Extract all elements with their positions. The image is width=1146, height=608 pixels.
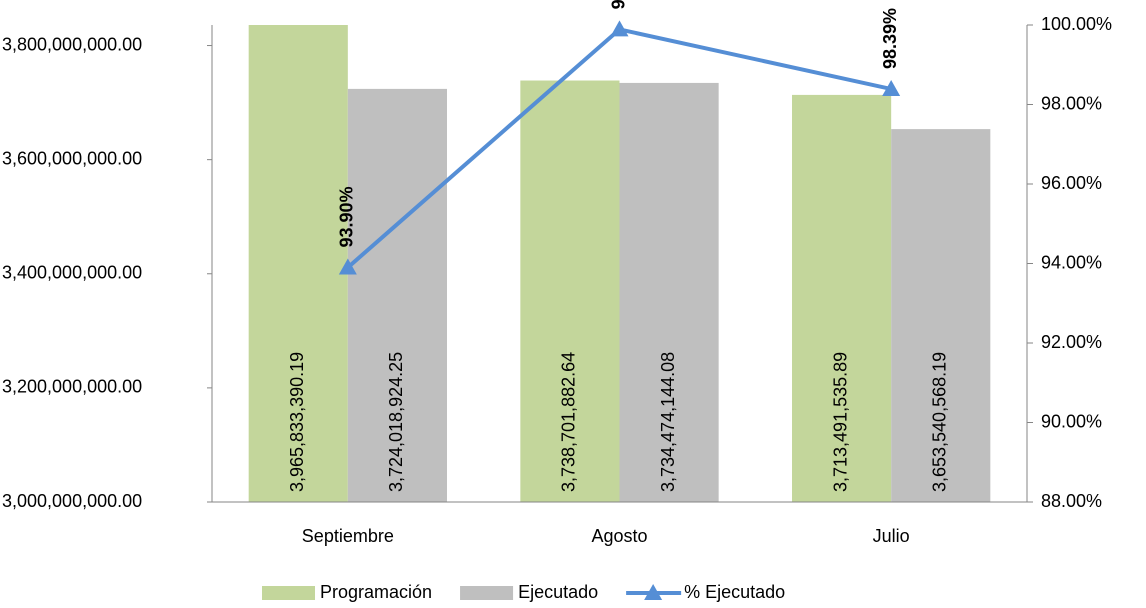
bar-value-label: 3,734,474,144.08 xyxy=(658,352,678,492)
x-tick-label: Septiembre xyxy=(302,526,394,546)
y-tick-label: 3,400,000,000.00 xyxy=(2,263,142,283)
x-tick-label: Agosto xyxy=(591,526,647,546)
bar xyxy=(520,80,620,502)
bar xyxy=(248,25,348,502)
y2-tick-label: 88.00% xyxy=(1041,491,1102,511)
bar-value-label: 3,713,491,535.89 xyxy=(830,352,850,492)
line-marker xyxy=(610,20,629,37)
legend-swatch xyxy=(460,586,514,600)
legend-marker xyxy=(644,584,663,600)
line-value-label: 93.90% xyxy=(337,186,357,247)
y-tick-label: 3,000,000,000.00 xyxy=(2,491,142,511)
bar-value-label: 3,965,833,390.19 xyxy=(287,352,307,492)
line-marker xyxy=(882,79,901,96)
y2-tick-label: 100.00% xyxy=(1041,14,1112,34)
line-value-label: 98.39% xyxy=(880,8,900,69)
y2-tick-label: 92.00% xyxy=(1041,332,1102,352)
y2-tick-label: 96.00% xyxy=(1041,173,1102,193)
bar-value-label: 3,738,701,882.64 xyxy=(559,352,579,492)
y2-tick-label: 94.00% xyxy=(1041,252,1102,272)
legend-swatch xyxy=(262,586,315,600)
legend-label: % Ejecutado xyxy=(684,582,785,602)
bar xyxy=(891,129,991,502)
bar-value-label: 3,653,540,568.19 xyxy=(929,352,949,492)
y-tick-label: 3,800,000,000.00 xyxy=(2,34,142,54)
legend-label: Ejecutado xyxy=(518,582,598,602)
y-tick-label: 3,200,000,000.00 xyxy=(2,377,142,397)
bar xyxy=(347,88,447,502)
x-tick-label: Julio xyxy=(873,526,910,546)
line-value-label: 99.89% xyxy=(608,0,628,9)
y2-tick-label: 98.00% xyxy=(1041,93,1102,113)
bar xyxy=(619,82,719,502)
legend-label: Programación xyxy=(320,582,432,602)
line-marker xyxy=(338,258,357,275)
bar xyxy=(792,94,892,502)
plot-area xyxy=(248,25,991,502)
bar-value-label: 3,724,018,924.25 xyxy=(386,352,406,492)
y2-tick-label: 90.00% xyxy=(1041,411,1102,431)
y-tick-label: 3,600,000,000.00 xyxy=(2,148,142,168)
